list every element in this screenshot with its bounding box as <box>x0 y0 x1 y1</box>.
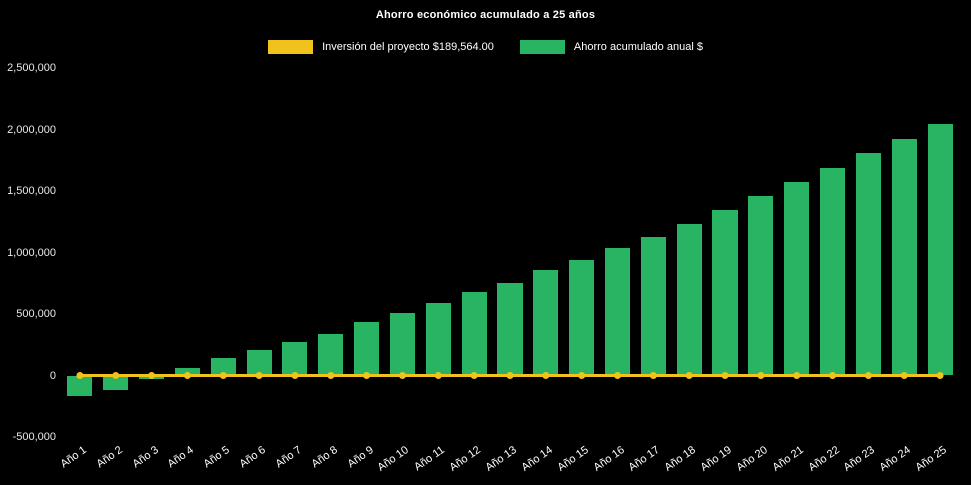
line-marker-icon <box>327 372 335 379</box>
line-marker-icon <box>255 372 263 379</box>
bar <box>246 349 272 376</box>
line-marker-icon <box>721 372 729 379</box>
line-marker-icon <box>757 372 765 379</box>
x-axis: Año 1 Año 2 Año 3 Año 4 Año 5 Año 6 Año 7 Año 8… <box>58 440 958 485</box>
legend-label: Inversión del proyecto $189,564.00 <box>322 41 494 53</box>
line-marker-icon <box>112 372 120 379</box>
bar <box>318 333 344 376</box>
line-marker-icon <box>470 372 478 379</box>
bar <box>927 123 953 376</box>
line-marker-icon <box>506 372 514 379</box>
y-tick-label: -500,000 <box>12 431 56 443</box>
bar <box>855 152 881 376</box>
line-marker-icon <box>829 372 837 379</box>
bar <box>210 357 236 376</box>
bar <box>354 321 380 376</box>
line-marker-icon <box>148 372 156 379</box>
bar <box>103 375 129 390</box>
bar <box>712 210 738 376</box>
bar <box>676 223 702 376</box>
plot-area <box>62 68 958 437</box>
y-tick-label: 1,500,000 <box>7 185 56 197</box>
line-marker-icon <box>398 372 406 379</box>
y-tick-label: 500,000 <box>16 308 56 320</box>
y-tick-label: 2,000,000 <box>7 123 56 136</box>
line-marker-icon <box>578 372 586 379</box>
bar <box>820 167 846 376</box>
y-tick-label: 0 <box>49 369 56 382</box>
line-marker-icon <box>864 372 872 379</box>
y-tick-label: 1,000,000 <box>7 246 56 259</box>
legend-swatch-icon <box>268 40 314 54</box>
line-marker-icon <box>685 372 693 379</box>
legend-item[interactable]: Ahorro acumulado anual $ <box>519 40 703 54</box>
bar <box>604 247 631 376</box>
legend-item[interactable]: Inversión del proyecto $189,564.00 <box>268 40 494 54</box>
bar <box>67 375 93 397</box>
bar <box>891 138 917 376</box>
legend-label: Ahorro acumulado anual $ <box>573 41 703 53</box>
line-marker-icon <box>76 372 84 379</box>
line-marker-icon <box>363 372 371 379</box>
legend-swatch-icon <box>519 40 565 54</box>
line-marker-icon <box>649 372 657 379</box>
bar <box>389 312 415 376</box>
bar <box>174 367 200 376</box>
line-marker-icon <box>183 372 191 379</box>
line-marker-icon <box>793 372 801 379</box>
line-marker-icon <box>219 372 227 379</box>
line-marker-icon <box>614 372 622 379</box>
bar <box>533 269 559 376</box>
bar <box>425 302 451 376</box>
line-marker-icon <box>291 372 299 379</box>
line-series <box>76 372 944 379</box>
bar <box>282 341 308 376</box>
bar <box>784 181 810 376</box>
legend: Inversión del proyecto $189,564.00 Ahorro… <box>0 38 971 56</box>
chart-title: Ahorro económico acumulado a 25 años <box>375 9 596 21</box>
line-marker-icon <box>434 372 442 379</box>
line-marker-icon <box>900 372 908 379</box>
y-axis: 2,500,000 2,000,000 1,500,000 1,000,000 500,… <box>0 62 56 443</box>
bar <box>569 259 595 376</box>
y-tick-label: 2,500,000 <box>7 62 56 74</box>
line-marker-icon <box>542 372 550 379</box>
line-marker-icon <box>936 372 944 379</box>
bar <box>748 195 774 376</box>
bar <box>461 292 487 376</box>
bar <box>497 282 523 376</box>
bar <box>640 236 666 376</box>
